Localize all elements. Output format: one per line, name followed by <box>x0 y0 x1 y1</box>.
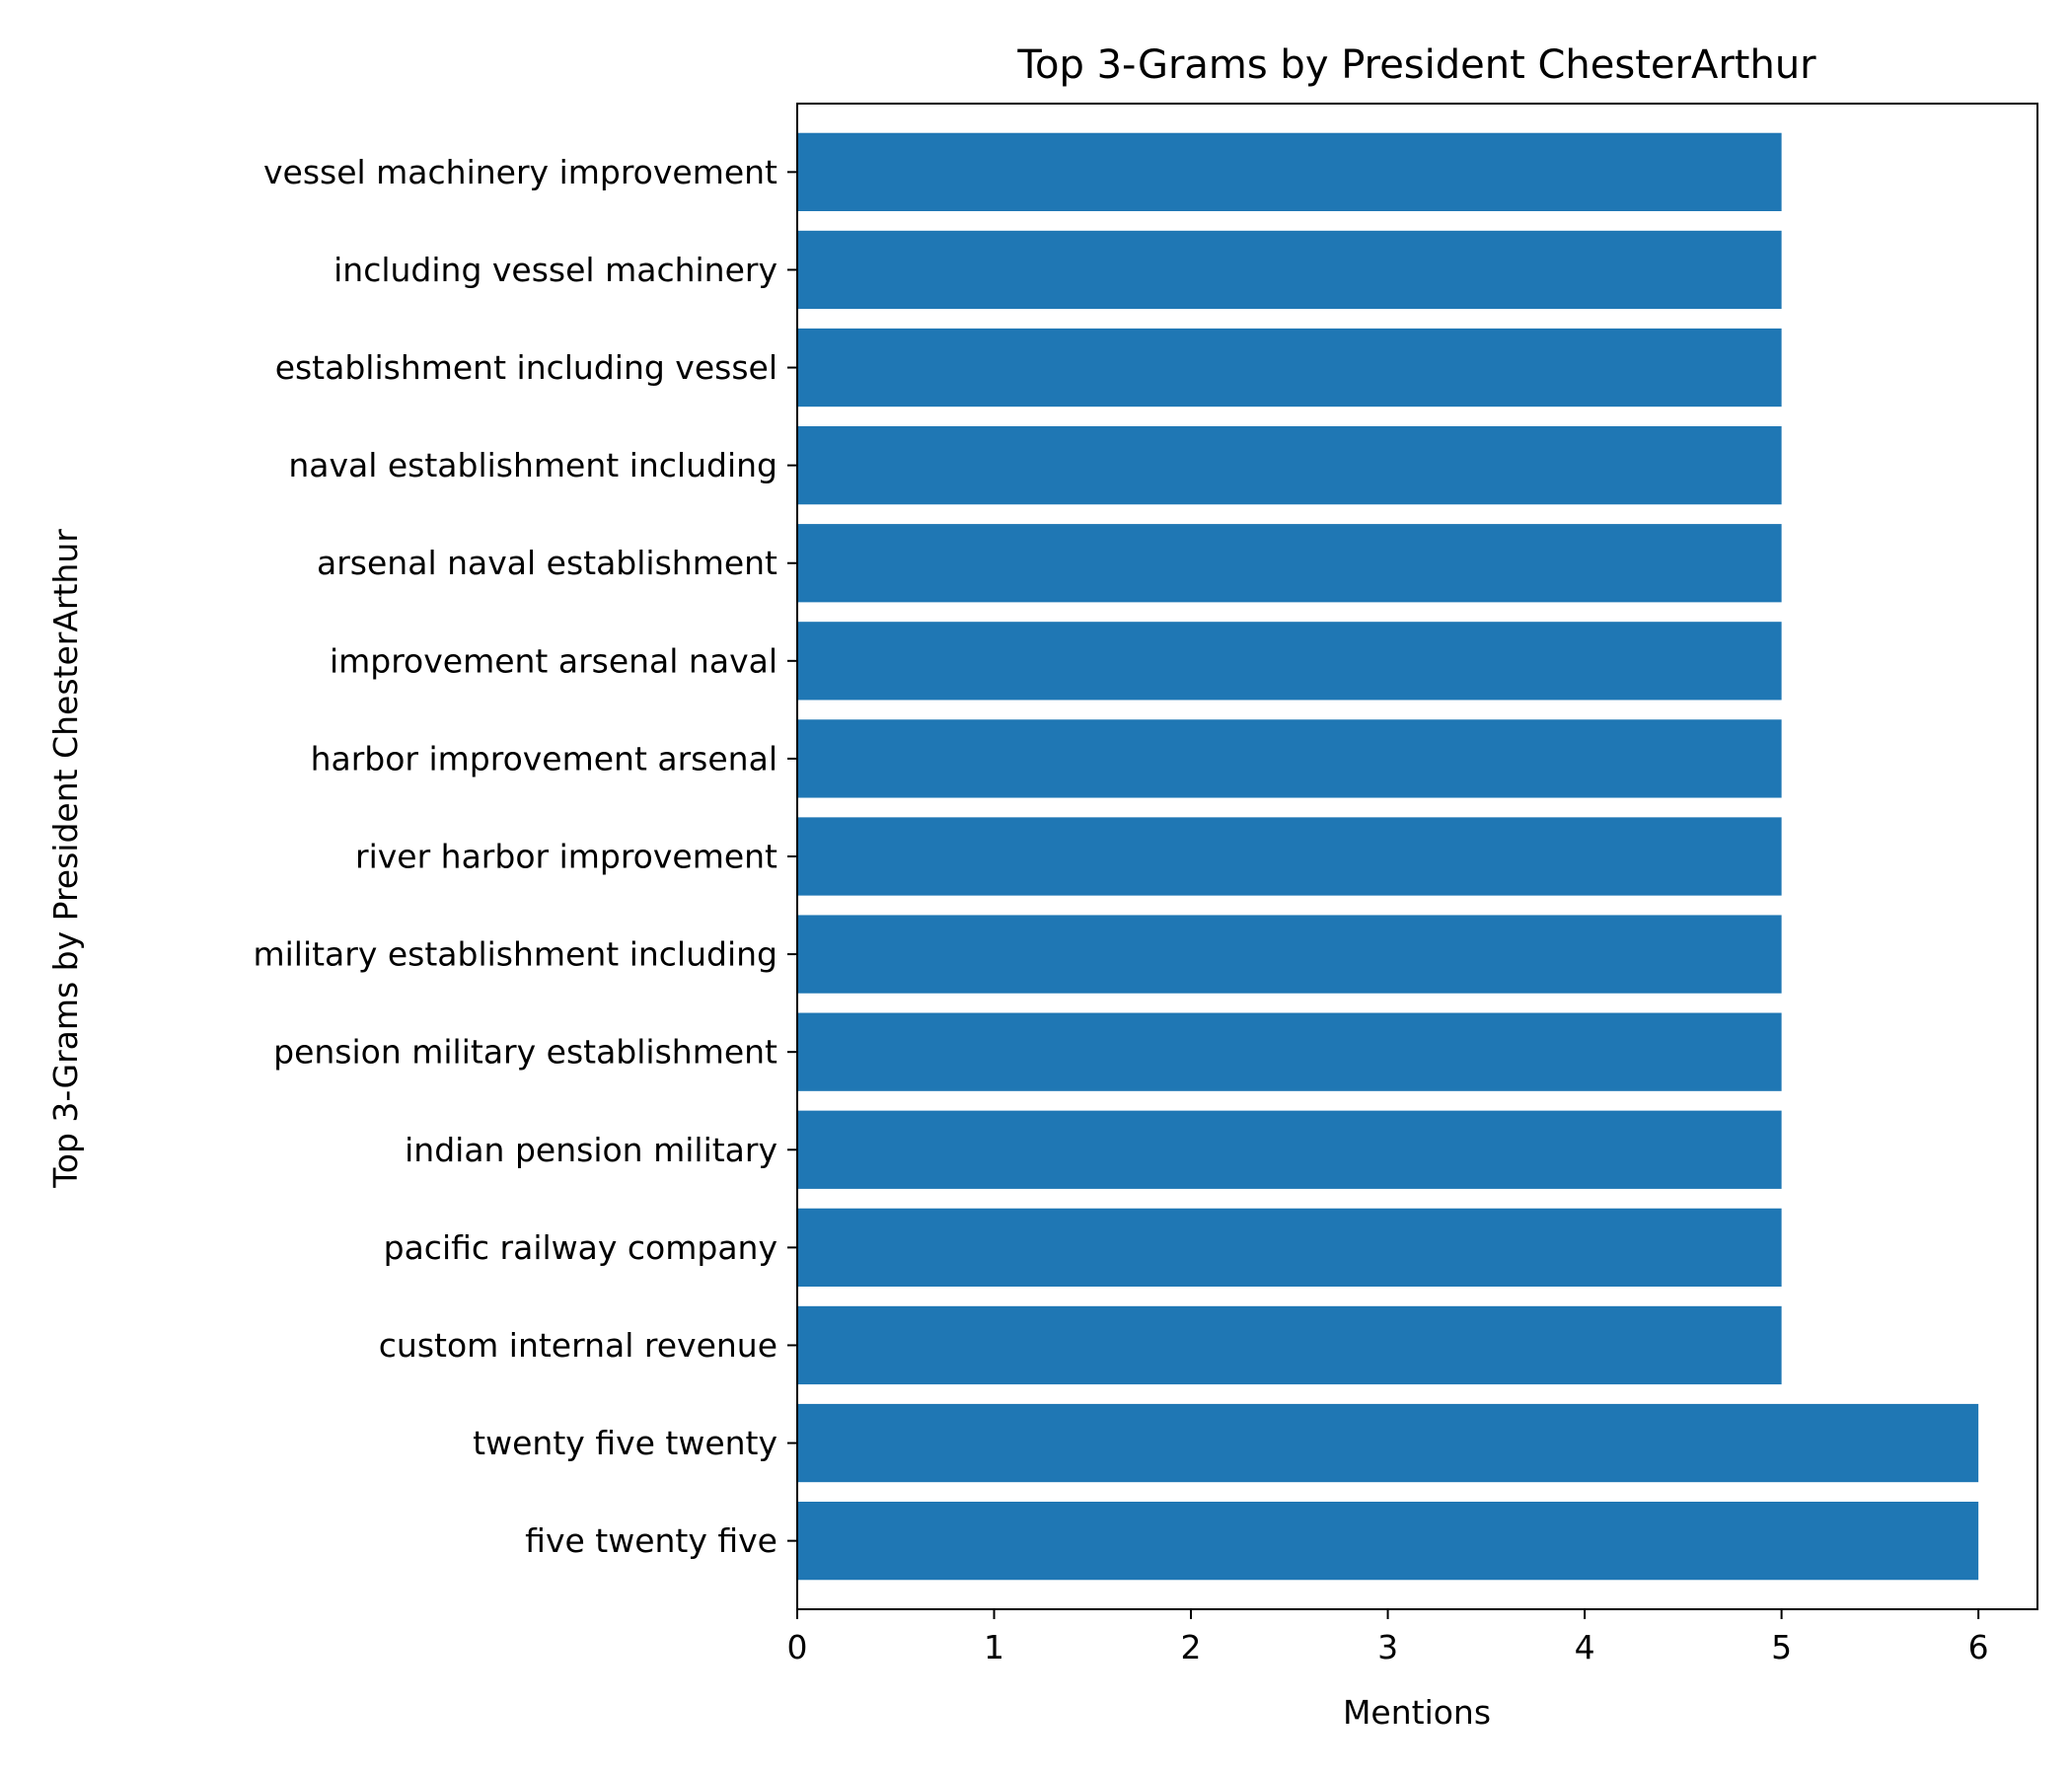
y-tick-label: custom internal revenue <box>379 1326 777 1365</box>
bar <box>797 524 1782 603</box>
x-tick-label: 3 <box>1377 1628 1398 1666</box>
x-axis-label: Mentions <box>1343 1693 1491 1732</box>
plot-area-frame <box>796 103 2038 1610</box>
y-tick-label: improvement arsenal naval <box>330 641 777 680</box>
x-tick-label: 4 <box>1575 1628 1595 1666</box>
y-ticks-group: five twenty five twenty five twenty custom… <box>253 153 797 1560</box>
bar <box>797 915 1782 994</box>
x-ticks-group: 0 1 2 3 4 5 6 <box>787 1609 1989 1666</box>
x-tick-label: 1 <box>984 1628 1004 1666</box>
y-tick-label: harbor improvement arsenal <box>311 739 777 777</box>
bar <box>797 1403 1979 1483</box>
x-tick-label: 6 <box>1968 1628 1989 1666</box>
y-tick-label: river harbor improvement <box>355 838 777 876</box>
chart-title: Top 3-Grams by President ChesterArthur <box>1016 42 1816 88</box>
y-tick-label: pacific railway company <box>384 1228 777 1267</box>
bar <box>797 1305 1782 1385</box>
bar <box>797 1208 1782 1287</box>
y-tick-label: twenty five twenty <box>473 1424 777 1462</box>
bars-group <box>797 132 1979 1581</box>
y-tick-label: five twenty five <box>525 1521 777 1560</box>
y-tick-label: military establishment including <box>253 935 777 974</box>
y-tick-label: pension military establishment <box>273 1033 777 1072</box>
y-tick-label: naval establishment including <box>288 446 777 484</box>
y-tick-label: arsenal naval establishment <box>317 544 777 582</box>
y-tick-label: establishment including vessel <box>275 348 777 387</box>
x-tick-label: 5 <box>1771 1628 1792 1666</box>
bar <box>797 132 1782 211</box>
bar <box>797 817 1782 896</box>
x-tick-label: 2 <box>1181 1628 1202 1666</box>
bar <box>797 1012 1782 1091</box>
y-axis-label: Top 3-Grams by President ChesterArthur <box>46 529 85 1189</box>
y-tick-label: vessel machinery improvement <box>263 153 777 191</box>
bar <box>797 230 1782 310</box>
x-tick-label: 0 <box>787 1628 808 1666</box>
bar <box>797 1502 1979 1581</box>
y-tick-label: including vessel machinery <box>333 251 777 289</box>
bar <box>797 622 1782 701</box>
bar <box>797 328 1782 407</box>
bar <box>797 719 1782 798</box>
bar <box>797 426 1782 505</box>
y-tick-label: indian pension military <box>405 1131 777 1169</box>
bar <box>797 1110 1782 1189</box>
